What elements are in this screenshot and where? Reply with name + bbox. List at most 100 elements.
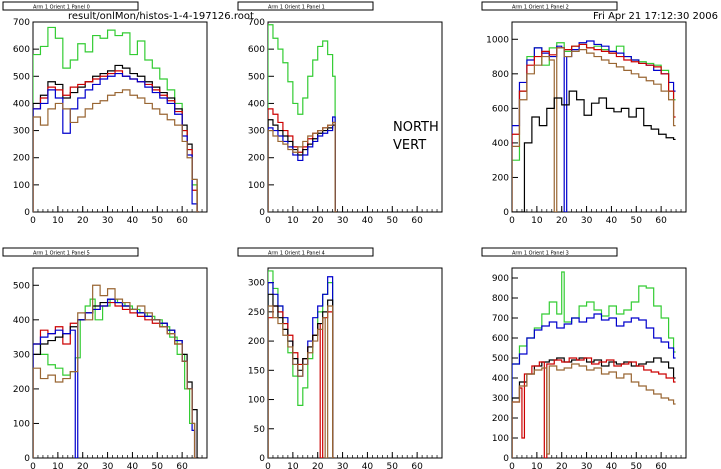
y-tick-label: 200 [248, 154, 265, 164]
x-tick-label: 20 [77, 216, 89, 226]
x-tick-label: 30 [581, 216, 593, 226]
y-tick-label: 0 [259, 454, 265, 464]
series-green [33, 298, 197, 458]
plot-title: Arm 1 Orient 1 Panel 5 [33, 251, 90, 257]
x-tick-label: 10 [287, 462, 299, 469]
plot-title: Arm 1 Orient 1 Panel 3 [512, 251, 569, 257]
series-brown [512, 363, 676, 458]
y-tick-label: 800 [492, 70, 509, 80]
y-tick-label: 400 [13, 316, 30, 326]
y-tick-label: 600 [492, 104, 509, 114]
x-tick-label: 30 [102, 462, 114, 469]
title-box [237, 1, 374, 11]
file-path-label: result/onlMon/histos-1-4-197126.root [68, 11, 254, 22]
series-red [33, 70, 200, 212]
series-blue [268, 116, 338, 212]
x-tick-label: 50 [152, 216, 164, 226]
plot-frame [511, 267, 687, 459]
north-label: NORTH [393, 120, 439, 135]
x-tick-label: 10 [531, 216, 543, 226]
y-tick-label: 150 [248, 366, 265, 376]
y-tick-label: 500 [492, 354, 509, 364]
y-tick-label: 100 [248, 181, 265, 191]
y-tick-label: 600 [13, 45, 30, 55]
y-tick-label: 700 [248, 18, 265, 28]
title-box [481, 1, 618, 11]
x-tick-label: 60 [655, 462, 667, 469]
series-black [33, 298, 200, 458]
x-tick-label: 30 [337, 216, 349, 226]
y-tick-label: 200 [13, 154, 30, 164]
x-tick-label: 0 [509, 216, 515, 226]
y-tick-label: 900 [492, 274, 509, 284]
x-tick-label: 60 [411, 216, 423, 226]
x-tick-label: 40 [606, 216, 618, 226]
series-red [512, 43, 676, 212]
x-tick-label: 10 [287, 216, 299, 226]
y-tick-label: 50 [254, 425, 266, 435]
series-black [512, 90, 676, 212]
series-brown [33, 284, 197, 458]
y-tick-label: 200 [248, 337, 265, 347]
y-tick-label: 600 [492, 334, 509, 344]
plot-frame [511, 21, 687, 213]
y-tick-label: 0 [259, 208, 265, 218]
x-tick-label: 60 [655, 216, 667, 226]
y-tick-label: 300 [248, 279, 265, 289]
x-tick-label: 40 [127, 216, 139, 226]
plot-title: Arm 1 Orient 1 Panel 0 [33, 5, 90, 11]
x-tick-label: 0 [265, 462, 271, 469]
title-box [237, 247, 374, 257]
series-black [512, 357, 676, 458]
x-tick-label: 40 [606, 462, 618, 469]
x-tick-label: 20 [77, 462, 89, 469]
y-tick-label: 700 [13, 18, 30, 28]
plot-frame [267, 21, 443, 213]
y-tick-label: 500 [13, 72, 30, 82]
vert-label: VERT [393, 138, 427, 153]
y-tick-label: 500 [248, 72, 265, 82]
plot-panel-3: Arm 1 Orient 1 Panel 5 0 10 20 30 40 50 60 0 100 2… [2, 247, 208, 469]
plot-title: Arm 1 Orient 1 Panel 1 [268, 5, 325, 11]
series-green [268, 24, 338, 212]
y-tick-label: 200 [492, 173, 509, 183]
y-tick-label: 1000 [486, 35, 509, 45]
y-tick-label: 0 [24, 454, 30, 464]
y-tick-label: 100 [13, 181, 30, 191]
series-red [33, 301, 197, 458]
series-blue [512, 313, 676, 458]
x-tick-label: 50 [387, 462, 399, 469]
y-tick-label: 100 [492, 434, 509, 444]
x-tick-label: 0 [30, 462, 36, 469]
x-tick-label: 10 [52, 216, 64, 226]
plot-title: Arm 1 Orient 1 Panel 2 [512, 5, 569, 11]
y-tick-label: 0 [503, 208, 509, 218]
x-tick-label: 20 [556, 216, 568, 226]
y-tick-label: 300 [492, 394, 509, 404]
timestamp-label: Fri Apr 21 17:12:30 2006 [592, 11, 718, 22]
x-tick-label: 20 [312, 216, 324, 226]
plot-panel-0: Arm 1 Orient 1 Panel 00 10 20 30 40 50 6001002… [2, 1, 208, 226]
y-tick-label: 250 [248, 308, 265, 318]
title-box [481, 247, 618, 257]
y-tick-label: 300 [13, 350, 30, 360]
plot-frame [267, 267, 443, 459]
y-tick-label: 300 [248, 127, 265, 137]
plot-frame [32, 267, 208, 459]
plot-panel-2: Arm 1 Orient 1 Panel 20 10 20 30 40 50 6002004… [481, 1, 687, 226]
y-tick-label: 0 [24, 208, 30, 218]
x-tick-label: 60 [176, 216, 188, 226]
x-tick-label: 50 [631, 216, 643, 226]
series-green [33, 26, 200, 212]
y-tick-label: 200 [492, 414, 509, 424]
series-green [512, 271, 676, 458]
x-tick-label: 0 [30, 216, 36, 226]
series-brown [33, 89, 200, 212]
series-brown [268, 121, 338, 212]
series-blue [33, 72, 200, 212]
y-tick-label: 800 [492, 294, 509, 304]
x-tick-label: 60 [176, 462, 188, 469]
plot-panel-5: Arm 1 Orient 1 Panel 30 10 20 30 40 50 6001002… [481, 247, 687, 469]
x-tick-label: 40 [127, 462, 139, 469]
series-blue [33, 298, 197, 458]
